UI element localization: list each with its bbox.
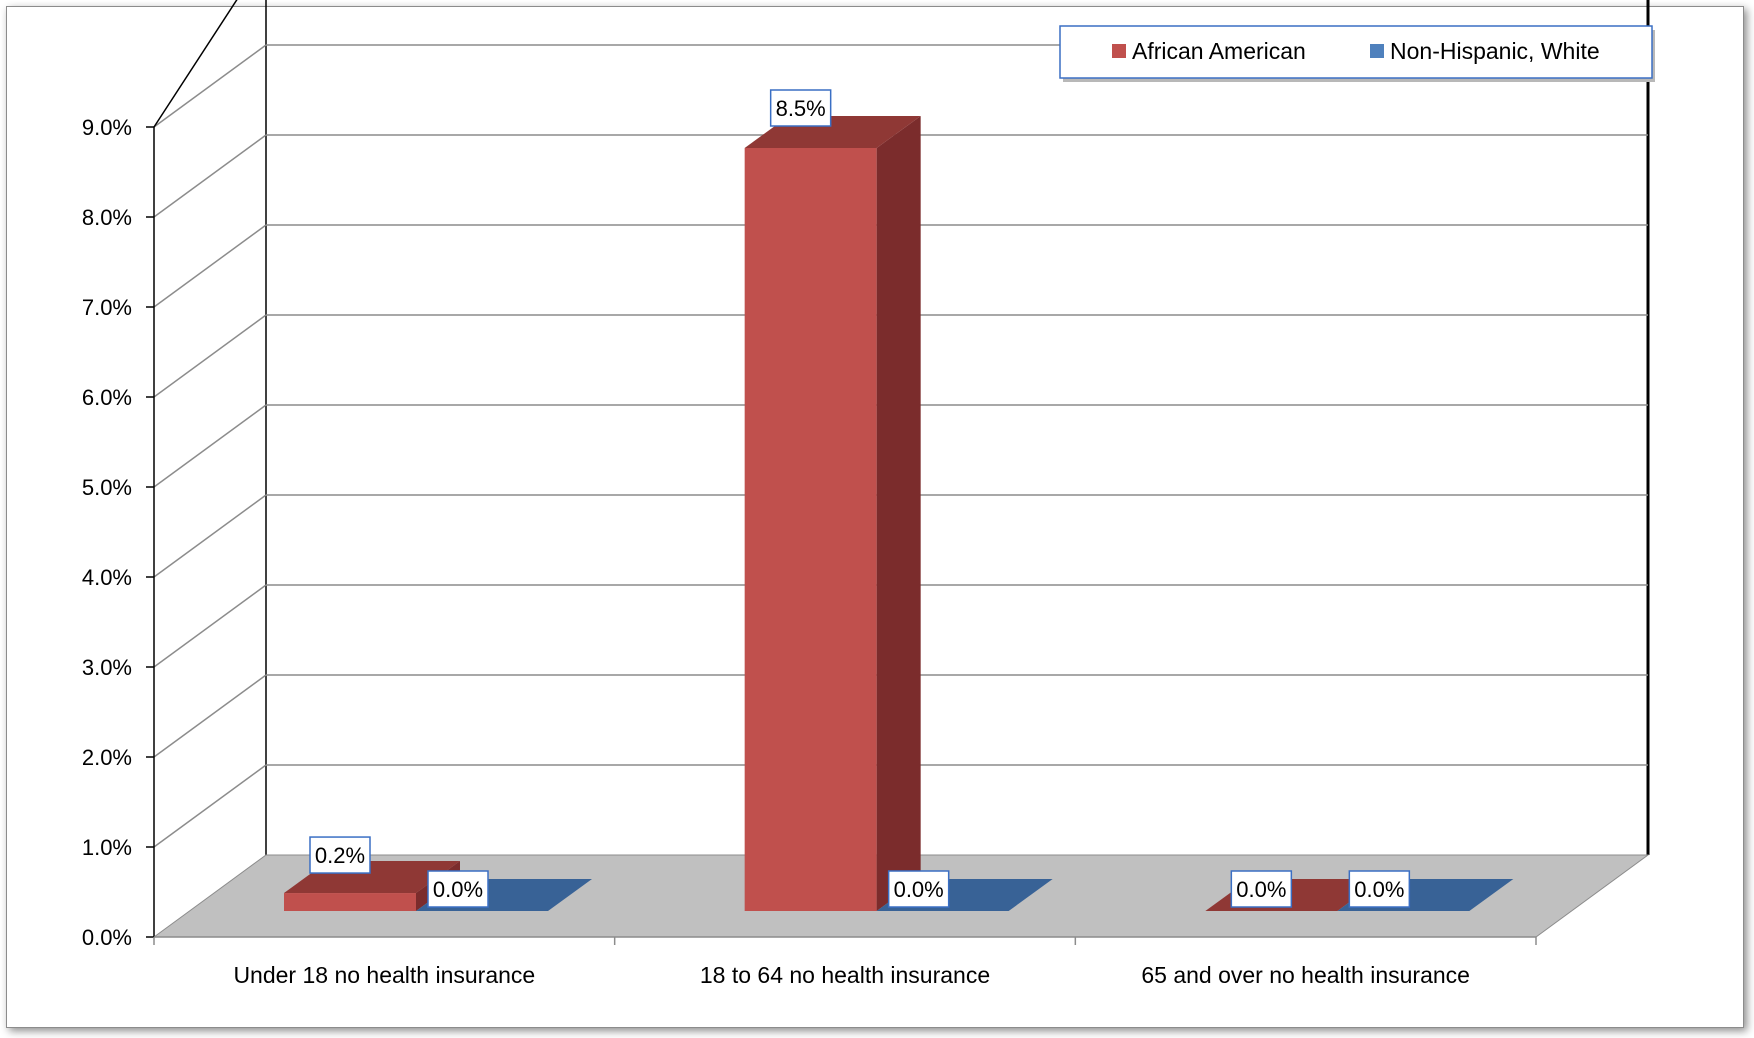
data-label-box (1230, 870, 1293, 908)
y-tick-label: 5.0% (82, 475, 132, 500)
legend-swatch (1370, 44, 1384, 58)
y-tick-label: 3.0% (82, 655, 132, 680)
bar-front (744, 148, 877, 911)
side-gridline (153, 674, 267, 758)
data-label: 8.5% (776, 96, 826, 121)
legend-swatch (1112, 44, 1126, 58)
data-label-box (1348, 870, 1411, 908)
y-tick-label: 8.0% (82, 205, 132, 230)
side-wall-top-edge (153, 0, 238, 128)
y-tick-label: 9.0% (82, 115, 132, 140)
y-tick-label: 1.0% (82, 835, 132, 860)
data-label: 0.0% (1236, 877, 1286, 902)
data-label: 0.0% (894, 877, 944, 902)
side-gridline (153, 134, 267, 218)
side-gridline (153, 494, 267, 578)
data-label: 0.0% (433, 877, 483, 902)
legend-label: Non-Hispanic, White (1390, 38, 1600, 64)
side-gridline (153, 224, 267, 308)
side-gridline (153, 314, 267, 398)
side-gridline (153, 764, 267, 848)
y-tick-label: 4.0% (82, 565, 132, 590)
legend-label: African American (1132, 38, 1306, 64)
side-gridline (153, 584, 267, 668)
bar-0-1 (744, 116, 921, 911)
data-label-box (309, 836, 371, 874)
bar-front (284, 893, 416, 911)
data-label-box (427, 870, 489, 908)
legend (1059, 25, 1653, 79)
y-tick-label: 6.0% (82, 385, 132, 410)
x-category-label: 65 and over no health insurance (1141, 962, 1470, 988)
data-label: 0.2% (315, 843, 365, 868)
data-label: 0.0% (1354, 877, 1404, 902)
y-tick-label: 7.0% (82, 295, 132, 320)
x-category-label: 18 to 64 no health insurance (700, 962, 990, 988)
y-tick-label: 2.0% (82, 745, 132, 770)
data-label-box (887, 870, 950, 908)
bar-side (876, 116, 921, 911)
x-category-label: Under 18 no health insurance (233, 962, 535, 988)
side-gridline (153, 44, 267, 128)
y-tick-label: 0.0% (82, 925, 132, 950)
side-gridline (153, 404, 267, 488)
data-label-box (769, 89, 832, 127)
